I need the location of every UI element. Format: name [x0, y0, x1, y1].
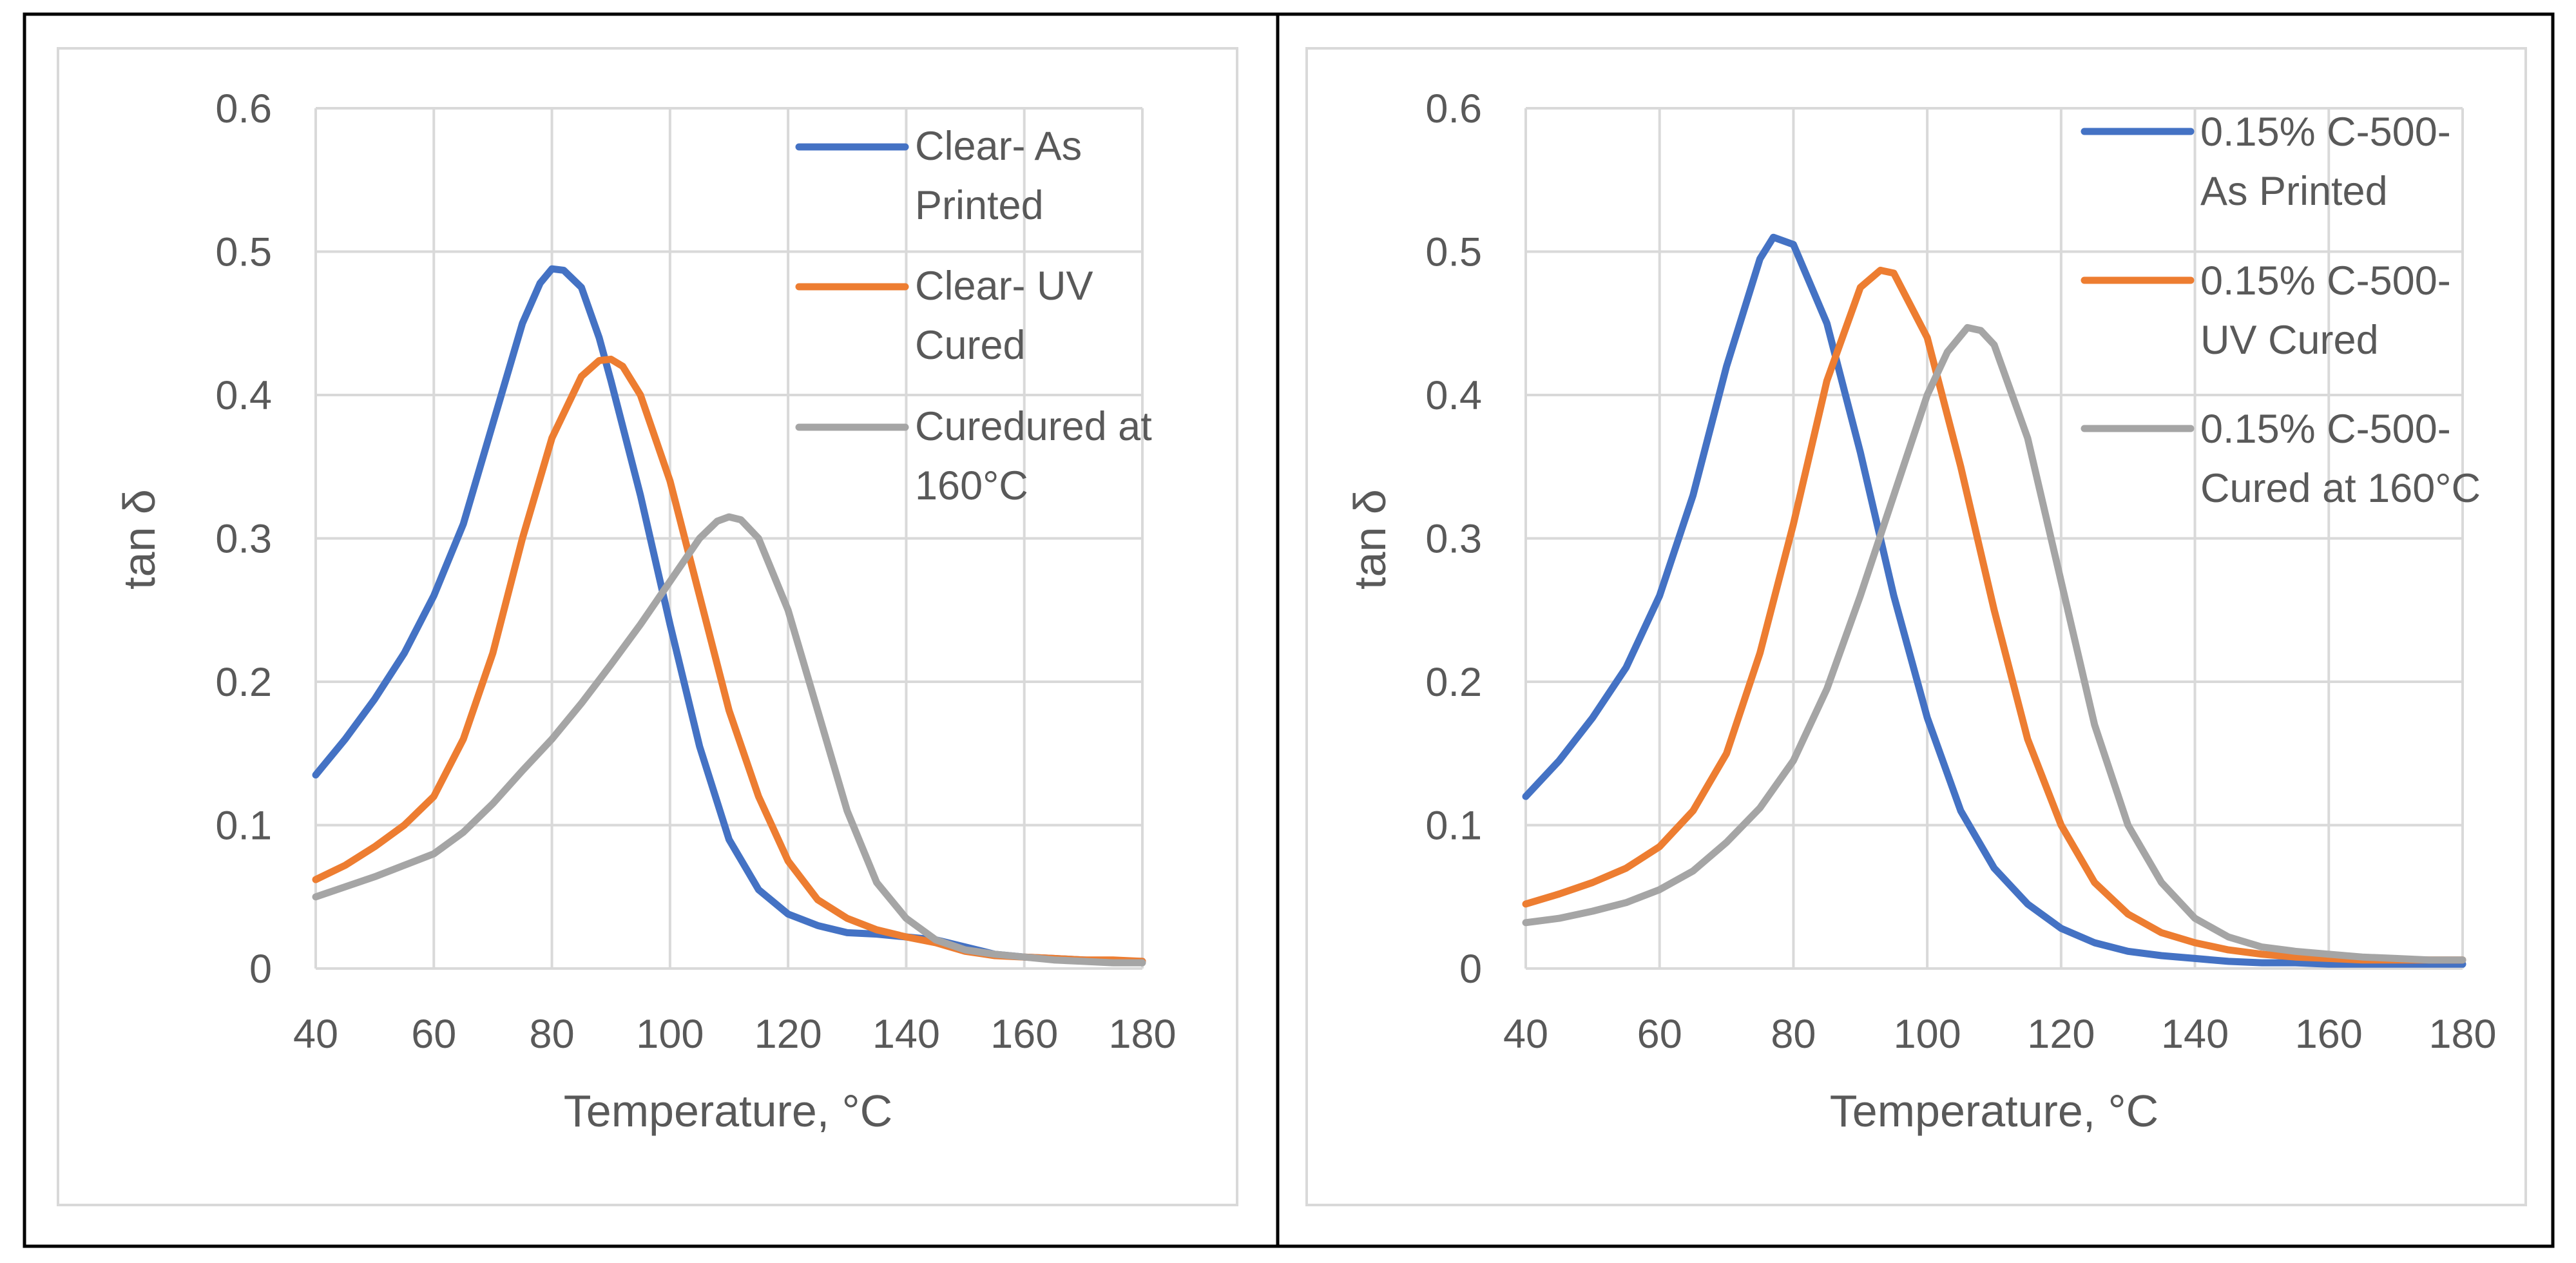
y-tick-label: 0.5: [1425, 230, 1482, 275]
series-line: [1522, 323, 2466, 964]
chart-area-frame: [1305, 47, 2527, 1206]
x-tick-label: 140: [2161, 1012, 2229, 1057]
y-axis-title: tan δ: [1345, 489, 1395, 590]
x-tick-label: 40: [293, 1012, 338, 1057]
legend: Clear- As Printed Clear- UV Cured Curedured …: [795, 124, 1152, 508]
legend-label: Curedured at: [915, 404, 1152, 449]
series-lines: [312, 265, 1146, 967]
y-tick-label: 0.2: [1425, 660, 1482, 705]
x-axis-title: Temperature, °C: [1830, 1086, 2158, 1136]
chart-area-frame: [57, 47, 1238, 1206]
legend-label: Cured: [915, 323, 1026, 368]
y-tick-label: 0.2: [215, 660, 272, 705]
y-tick-labels: 0 0.1 0.2 0.3 0.4 0.5 0.6: [1425, 86, 1482, 992]
legend-label: 0.15% C-500-: [2200, 110, 2451, 155]
y-tick-label: 0.3: [215, 517, 272, 562]
x-tick-label: 40: [1503, 1012, 1548, 1057]
x-tick-label: 60: [1637, 1012, 1682, 1057]
x-tick-label: 120: [2027, 1012, 2095, 1057]
x-tick-label: 80: [530, 1012, 575, 1057]
x-axis-title: Temperature, °C: [564, 1086, 892, 1136]
y-tick-label: 0.6: [1425, 86, 1482, 131]
legend-label: 0.15% C-500-: [2200, 258, 2451, 304]
y-tick-label: 0.6: [215, 86, 272, 131]
legend-label: Printed: [915, 183, 1044, 228]
x-tick-label: 180: [2428, 1012, 2496, 1057]
y-tick-label: 0.5: [215, 230, 272, 275]
legend-label: UV Cured: [2200, 318, 2379, 363]
y-tick-label: 0.3: [1425, 517, 1482, 562]
y-tick-label: 0: [249, 947, 272, 992]
legend: 0.15% C-500- As Printed 0.15% C-500- UV Cur…: [2081, 110, 2481, 511]
x-tick-label: 60: [411, 1012, 456, 1057]
x-tick-labels: 40 60 80 100 120 140 160 180: [1503, 1012, 2497, 1057]
y-tick-label: 0: [1459, 947, 1482, 992]
legend-label: Clear- As: [915, 124, 1082, 169]
x-tick-label: 100: [1894, 1012, 1961, 1057]
series-line: [1522, 233, 2466, 968]
series-lines: [1522, 233, 2466, 968]
legend-label: 160°C: [915, 463, 1028, 508]
legend-label: Cured at 160°C: [2200, 466, 2481, 511]
x-tick-label: 80: [1771, 1012, 1816, 1057]
x-tick-label: 160: [2295, 1012, 2363, 1057]
x-tick-labels: 40 60 80 100 120 140 160 180: [293, 1012, 1177, 1057]
y-tick-label: 0.1: [215, 804, 272, 849]
y-axis-title: tan δ: [114, 489, 164, 590]
chart-panel-left: 0 0.1 0.2 0.3 0.4 0.5 0.6 40 60 80 100 120 140 160 18…: [57, 47, 1238, 1206]
legend-label: Clear- UV: [915, 264, 1093, 309]
x-tick-label: 140: [872, 1012, 940, 1057]
legend-label: As Printed: [2200, 169, 2388, 214]
y-tick-labels: 0 0.1 0.2 0.3 0.4 0.5 0.6: [215, 86, 272, 992]
y-tick-label: 0.4: [1425, 373, 1482, 418]
x-tick-label: 160: [990, 1012, 1058, 1057]
x-tick-label: 100: [636, 1012, 704, 1057]
series-line: [1522, 266, 2466, 964]
chart-panel-right: 0 0.1 0.2 0.3 0.4 0.5 0.6 40 60 80 100 120 140 160 18…: [1305, 47, 2527, 1206]
y-tick-label: 0.4: [215, 373, 272, 418]
figure-border: [23, 12, 2555, 1248]
series-line: [312, 513, 1146, 967]
legend-label: 0.15% C-500-: [2200, 407, 2451, 452]
x-tick-label: 120: [755, 1012, 822, 1057]
y-tick-label: 0.1: [1425, 804, 1482, 849]
x-tick-label: 180: [1108, 1012, 1176, 1057]
gridlines: [314, 107, 1144, 970]
